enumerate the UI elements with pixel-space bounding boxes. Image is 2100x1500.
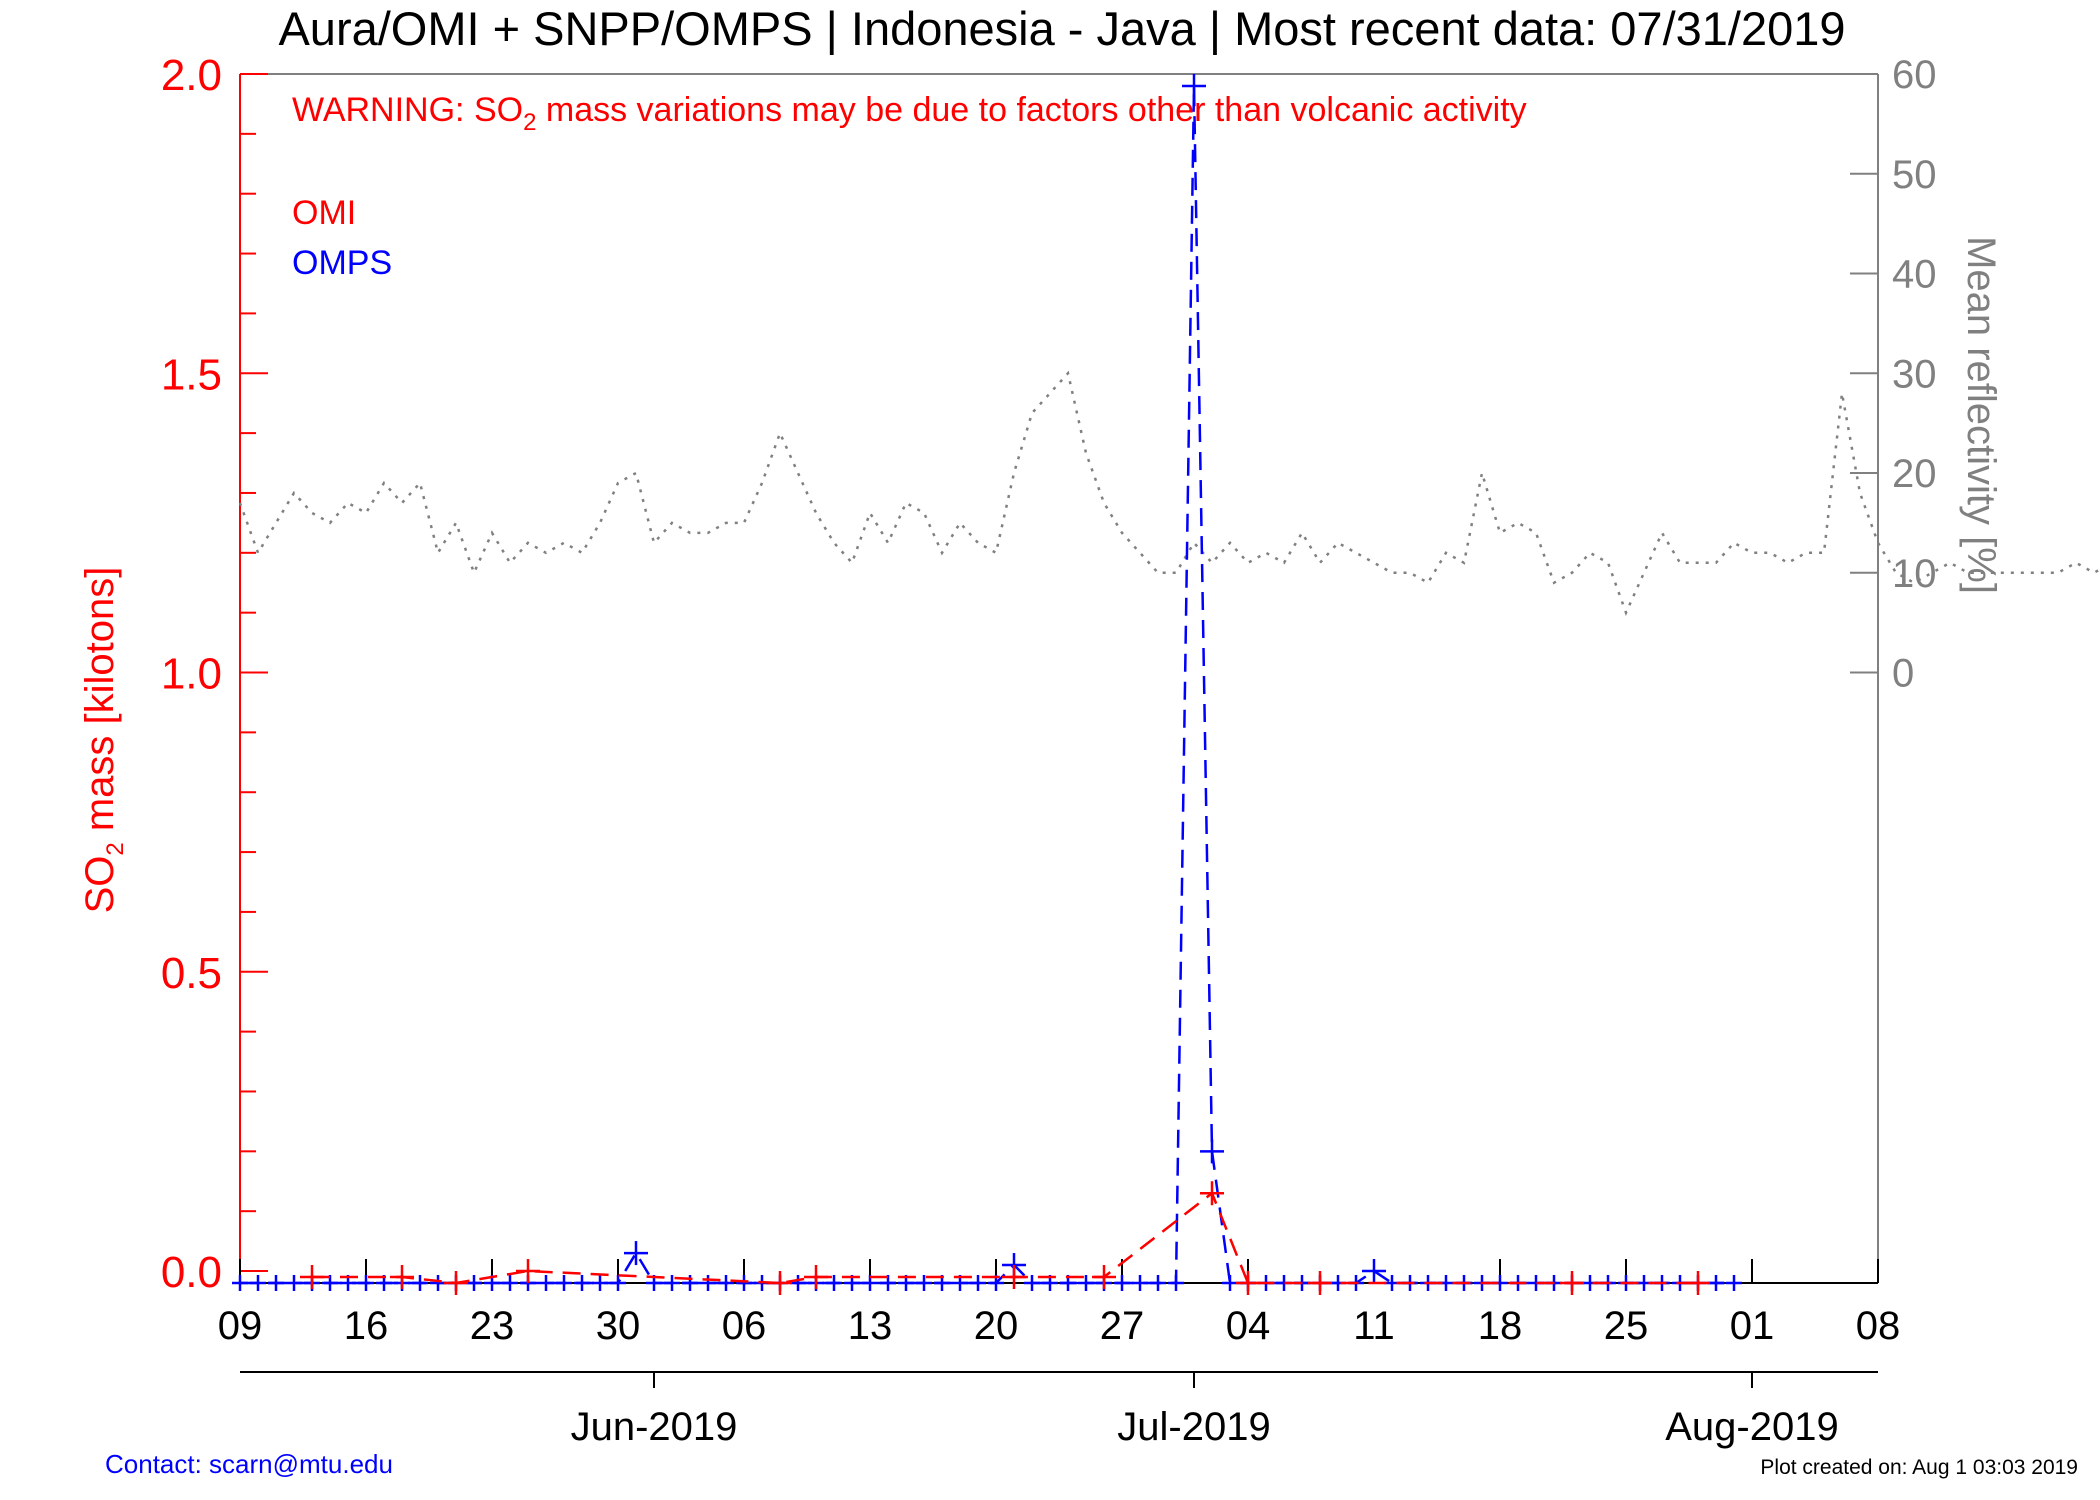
y-right-tick-label: 60 xyxy=(1892,53,1937,97)
x-day-tick-label: 04 xyxy=(1226,1304,1271,1348)
x-day-tick-label: 30 xyxy=(596,1304,641,1348)
y-right-tick-label: 50 xyxy=(1892,153,1937,197)
x-day-tick-label: 01 xyxy=(1730,1304,1775,1348)
x-day-tick-label: 18 xyxy=(1478,1304,1523,1348)
reflectivity-line xyxy=(238,370,2100,616)
contact-text: Contact: scarn@mtu.edu xyxy=(105,1449,393,1479)
y-right-tick-label: 40 xyxy=(1892,253,1937,297)
x-day-tick-label: 20 xyxy=(974,1304,1019,1348)
y-right-axis-label: Mean reflectivity [%] xyxy=(1959,236,2003,594)
reflectivity-series xyxy=(238,370,2100,616)
x-day-tick-label: 16 xyxy=(344,1304,389,1348)
y-right-tick-label: 20 xyxy=(1892,452,1937,496)
x-day-tick-label: 13 xyxy=(848,1304,893,1348)
y-left-tick-label: 2.0 xyxy=(161,51,222,100)
legend-omps: OMPS xyxy=(292,244,392,282)
svg-text:Mean reflectivity [%]: Mean reflectivity [%] xyxy=(1959,236,2003,594)
omi-series xyxy=(300,1181,1710,1295)
svg-text:SO2 mass [kilotons]: SO2 mass [kilotons] xyxy=(78,567,129,914)
month-tick-label: Jun-2019 xyxy=(571,1405,738,1449)
y-left-axis-label: SO2 mass [kilotons] xyxy=(78,567,129,914)
month-tick-label: Jul-2019 xyxy=(1117,1405,1270,1449)
omps-series xyxy=(232,73,1742,1291)
omi-line xyxy=(312,1191,1698,1285)
omps-line xyxy=(240,85,1734,1285)
x-day-tick-label: 06 xyxy=(722,1304,767,1348)
x-day-tick-label: 27 xyxy=(1100,1304,1145,1348)
y-right-tick-label: 0 xyxy=(1892,652,1914,696)
x-day-tick-label: 25 xyxy=(1604,1304,1649,1348)
y-left-tick-label: 1.5 xyxy=(161,350,222,399)
created-text: Plot created on: Aug 1 03:03 2019 xyxy=(1760,1456,2078,1479)
y-left-tick-label: 1.0 xyxy=(161,650,222,699)
y-left-tick-label: 0.0 xyxy=(161,1248,222,1297)
y-right-tick-label: 30 xyxy=(1892,352,1937,396)
x-day-tick-label: 23 xyxy=(470,1304,515,1348)
legend-omi: OMI xyxy=(292,194,356,232)
x-day-tick-label: 09 xyxy=(218,1304,263,1348)
y-right-tick-label: 10 xyxy=(1892,552,1937,596)
x-day-tick-label: 11 xyxy=(1353,1304,1395,1348)
x-day-tick-label: 08 xyxy=(1856,1304,1901,1348)
warning-text: WARNING: SO2 mass variations may be due … xyxy=(292,91,1527,136)
chart-title: Aura/OMI + SNPP/OMPS | Indonesia - Java … xyxy=(278,2,1845,55)
month-tick-label: Aug-2019 xyxy=(1665,1405,1838,1449)
y-left-tick-label: 0.5 xyxy=(161,949,222,998)
